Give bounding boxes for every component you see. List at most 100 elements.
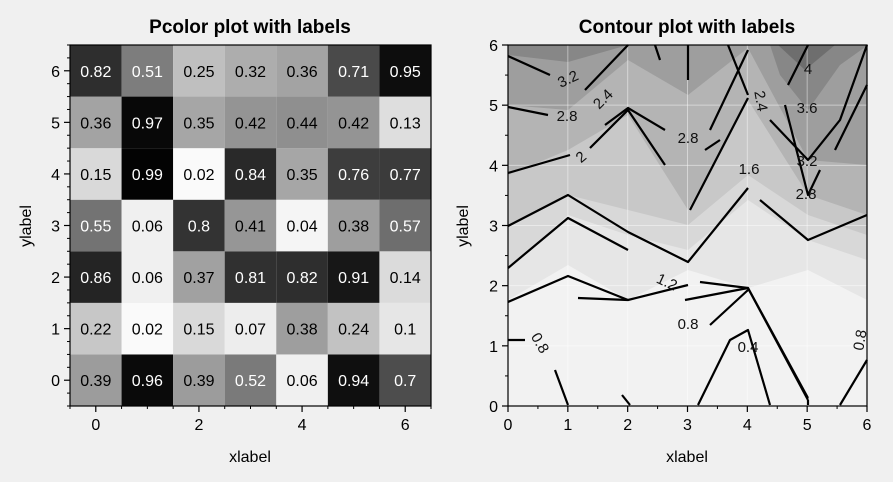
contour-inline-label: 3.6 [797, 100, 818, 117]
contour-line-1.6 [507, 187, 749, 264]
contour-inline-label: 2.4 [750, 89, 770, 112]
heatmap-cell [327, 199, 380, 252]
contour-line-2.8 [507, 49, 749, 131]
heatmap-cell-label: 0.39 [183, 373, 214, 390]
contour-line-0.4 [697, 328, 772, 406]
heatmap-cell [379, 96, 431, 149]
contour-axes: Contour plot with labels [455, 17, 872, 466]
heatmap-cell [173, 96, 225, 149]
heatmap-cell-label: 0.55 [80, 219, 111, 236]
heatmap-cell-label: 0.38 [287, 322, 318, 339]
heatmap-cell [379, 148, 431, 200]
heatmap-cell [327, 148, 380, 200]
heatmap-cell [224, 45, 277, 97]
heatmap-cell-label: 0.04 [287, 219, 318, 236]
contour-inline-label: 0.4 [738, 339, 759, 356]
heatmap-cell-label: 0.81 [235, 270, 266, 287]
y-tick-label: 1 [489, 339, 498, 356]
contour-ticks: 0 1 2 3 4 5 6 0 1 2 3 4 5 6 [489, 38, 871, 434]
heatmap-cell [379, 199, 431, 252]
x-tick-label: 5 [803, 417, 812, 434]
heatmap-cell-label: 0.02 [132, 322, 163, 339]
heatmap-cell-label: 0.15 [183, 322, 214, 339]
heatmap-cell-label: 0.82 [287, 270, 318, 287]
pcolor-cells: 0.39 0.96 0.39 0.52 0.06 0.94 0.7 0.22 0.02 0.15 0… [70, 45, 431, 406]
heatmap-cell-label: 0.77 [390, 167, 421, 184]
x-tick-label: 1 [563, 417, 572, 434]
pcolor-xlabel: xlabel [229, 449, 271, 466]
heatmap-cell [379, 45, 431, 97]
contour-line-0.8-left [508, 338, 570, 406]
heatmap-cell [121, 148, 174, 200]
heatmap-cell [224, 251, 277, 303]
contour-grid [508, 45, 867, 406]
heatmap-cell-label: 0.15 [80, 167, 111, 184]
contour-lines [507, 44, 869, 406]
heatmap-cell [70, 354, 122, 406]
heatmap-cell-label: 0.39 [80, 373, 111, 390]
contour-line-right-bottom [806, 359, 868, 406]
y-tick-label: 0 [489, 399, 498, 416]
heatmap-cell [327, 96, 380, 149]
heatmap-cell-label: 0.38 [338, 219, 369, 236]
pcolor-ylabel: ylabel [18, 205, 35, 247]
heatmap-cell [276, 199, 328, 252]
contour-inline-label: 4 [804, 61, 812, 78]
heatmap-cell-label: 0.06 [132, 270, 163, 287]
heatmap-cell-label: 0.84 [235, 167, 266, 184]
heatmap-cell-label: 0.44 [287, 115, 318, 132]
x-tick-label: 6 [863, 417, 872, 434]
x-tick-label: 4 [298, 417, 307, 434]
contour-line-0.8-b [577, 280, 809, 401]
heatmap-cell-label: 0.07 [235, 322, 266, 339]
heatmap-cell [70, 199, 122, 252]
heatmap-cell [173, 354, 225, 406]
heatmap-cell-label: 0.7 [394, 373, 416, 390]
contour-inline-label: 2.8 [796, 186, 817, 203]
contour-inline-label: 3.2 [797, 153, 818, 170]
heatmap-cell-label: 0.35 [287, 167, 318, 184]
pcolor-title: Pcolor plot with labels [149, 17, 351, 38]
heatmap-cell [276, 251, 328, 303]
heatmap-cell [327, 354, 380, 406]
y-tick-label: 5 [489, 98, 498, 115]
heatmap-cell [276, 302, 328, 355]
y-tick-label: 1 [51, 322, 60, 339]
heatmap-cell-label: 0.35 [183, 115, 214, 132]
heatmap-cell [224, 96, 277, 149]
heatmap-cell [276, 45, 328, 97]
heatmap-cell-label: 0.32 [235, 64, 266, 81]
heatmap-cell-label: 0.86 [80, 270, 111, 287]
heatmap-cell [379, 354, 431, 406]
contour-inline-label: 2.8 [557, 108, 578, 125]
y-tick-label: 5 [51, 115, 60, 132]
heatmap-cell [173, 199, 225, 252]
contour-title: Contour plot with labels [579, 17, 795, 38]
x-tick-label: 3 [683, 417, 692, 434]
heatmap-cell [70, 45, 122, 97]
x-tick-label: 2 [194, 417, 203, 434]
heatmap-cell-label: 0.52 [235, 373, 266, 390]
contour-line-small [621, 394, 631, 406]
heatmap-cell-label: 0.42 [235, 115, 266, 132]
heatmap-cell-label: 0.42 [338, 115, 369, 132]
contour-ylabel: ylabel [455, 205, 472, 247]
contour-line-2.4-2 [507, 97, 749, 211]
heatmap-cell-label: 0.36 [287, 64, 318, 81]
contour-line-2.8-right [759, 199, 868, 242]
heatmap-cell-label: 0.82 [80, 64, 111, 81]
heatmap-cell [70, 96, 122, 149]
heatmap-cell [224, 302, 277, 355]
heatmap-cell-label: 0.8 [188, 219, 210, 236]
heatmap-cell [173, 302, 225, 355]
heatmap-cell-label: 0.22 [80, 322, 111, 339]
y-tick-label: 0 [51, 373, 60, 390]
y-tick-label: 3 [51, 219, 60, 236]
pcolor-ticks: 0 2 4 6 0 1 2 3 4 5 6 [51, 44, 432, 434]
y-tick-label: 4 [489, 158, 498, 175]
y-tick-label: 4 [51, 167, 60, 184]
x-tick-label: 4 [743, 417, 752, 434]
heatmap-cell [121, 251, 174, 303]
contour-fill-level-5 [508, 45, 867, 165]
